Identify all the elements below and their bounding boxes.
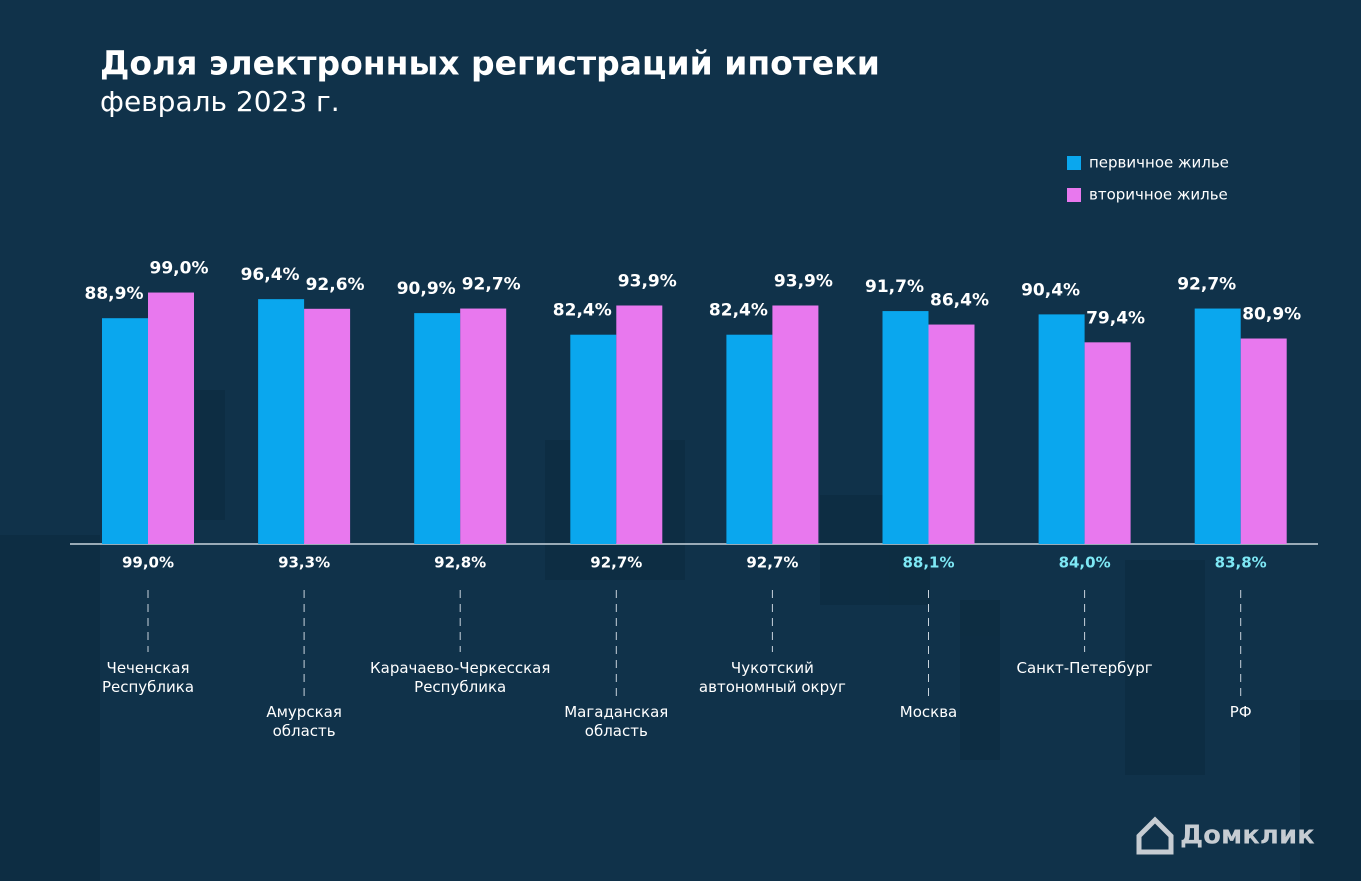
total-label: 92,8% [434, 554, 486, 572]
legend-swatch [1067, 156, 1081, 170]
value-label: 90,9% [397, 279, 456, 299]
value-label: 92,6% [306, 275, 365, 295]
bar [1194, 308, 1241, 544]
bar [570, 334, 617, 544]
total-label: 83,8% [1215, 554, 1267, 572]
total-label: 92,7% [590, 554, 642, 572]
bar [616, 305, 663, 544]
category-label: Санкт-Петербург [1016, 659, 1153, 677]
bar [148, 292, 194, 544]
value-label: 82,4% [553, 301, 612, 321]
value-label: 96,4% [241, 265, 300, 285]
category-label: Чукотский автономный округ [698, 659, 846, 696]
bar [726, 334, 773, 544]
category-label: Магаданская область [564, 703, 669, 740]
bar [1084, 342, 1131, 544]
category-label: Чеченская Республика [101, 659, 195, 696]
brand: Домклик [1180, 821, 1315, 851]
bar [1038, 314, 1085, 544]
bar [414, 313, 461, 544]
value-label: 86,4% [930, 291, 989, 311]
legend-swatch [1067, 188, 1081, 202]
legend-label: вторичное жилье [1089, 186, 1228, 204]
value-label: 90,4% [1021, 280, 1080, 300]
bar [258, 299, 305, 544]
category-label: РФ [1229, 703, 1252, 721]
background-shapes [0, 390, 1361, 881]
category-label: Карачаево-Черкесская Республика [370, 659, 551, 696]
bar [1240, 338, 1287, 544]
bar [928, 324, 975, 544]
bar [460, 308, 507, 544]
value-label: 88,9% [85, 284, 144, 304]
value-label: 80,9% [1242, 305, 1301, 325]
legend-label: первичное жилье [1089, 154, 1229, 172]
total-label: 99,0% [122, 554, 174, 572]
bar [102, 318, 148, 544]
bar [882, 311, 929, 544]
total-label: 88,1% [902, 554, 954, 572]
chart-title: Доля электронных регистраций ипотеки [100, 44, 880, 83]
total-label: 92,7% [746, 554, 798, 572]
category-label: Амурская область [266, 703, 342, 740]
bar [772, 305, 819, 544]
brand-icon [1136, 816, 1174, 855]
value-label: 79,4% [1086, 308, 1145, 328]
category-label: Москва [899, 703, 958, 721]
total-label: 84,0% [1059, 554, 1111, 572]
value-label: 93,9% [774, 271, 833, 291]
value-label: 82,4% [709, 301, 768, 321]
value-label: 91,7% [865, 277, 924, 297]
bar [304, 308, 351, 544]
total-label: 93,3% [278, 554, 330, 572]
value-label: 99,0% [150, 259, 209, 279]
value-label: 92,7% [462, 275, 521, 295]
chart-subtitle: февраль 2023 г. [100, 85, 340, 118]
value-label: 92,7% [1177, 275, 1236, 295]
value-label: 93,9% [618, 271, 677, 291]
